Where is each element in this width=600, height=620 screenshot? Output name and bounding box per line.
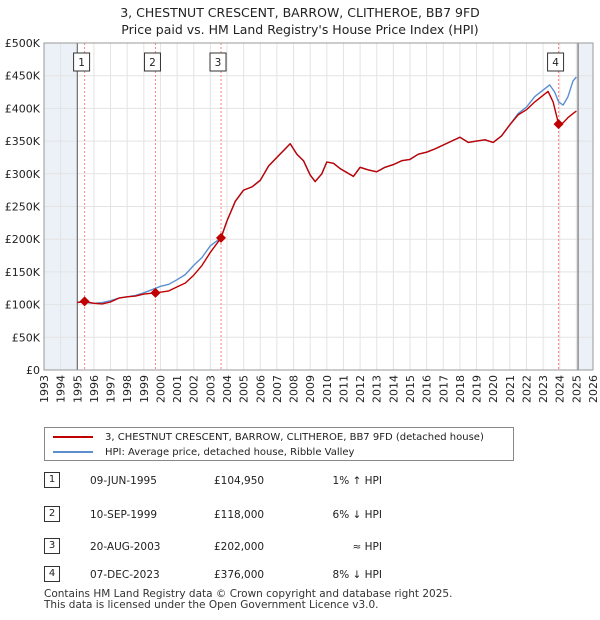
transaction-price: £376,000	[214, 569, 265, 581]
x-tick-label: 1996	[88, 375, 101, 403]
x-tick-label: 1999	[138, 375, 151, 403]
sale-marker-4	[553, 119, 564, 130]
price-chart: £0 £50K £100K £150K £200K £250K £300K £350K £400…	[5, 37, 600, 403]
transaction-date: 07-DEC-2023	[90, 569, 160, 581]
transaction-price: £104,950	[214, 475, 265, 487]
x-tick-label: 1994	[55, 375, 68, 403]
event-box-label-2: 2	[149, 57, 156, 69]
table-row: 3 20-AUG-2003 £202,000 ≈ HPI	[44, 538, 564, 558]
event-box-4	[547, 52, 565, 72]
transaction-number-badge: 3	[44, 538, 60, 554]
y-tick-label: £350K	[5, 135, 41, 148]
transaction-date: 20-AUG-2003	[90, 541, 161, 553]
x-tick-label: 2021	[504, 375, 517, 403]
footer-licence: This data is licensed under the Open Gov…	[44, 599, 379, 611]
y-tick-label: £400K	[5, 102, 41, 115]
legend-item-hpi: HPI: Average price, detached house, Ribb…	[53, 445, 354, 459]
x-tick-label: 2018	[454, 375, 467, 403]
legend-swatch-property	[53, 436, 93, 438]
event-box-1	[73, 52, 91, 72]
x-tick-label: 1993	[38, 375, 51, 403]
y-tick-label: £0	[26, 364, 40, 377]
footer-copyright: Contains HM Land Registry data © Crown c…	[44, 588, 453, 600]
x-tick-label: 2000	[154, 375, 167, 403]
y-tick-label: £500K	[5, 37, 41, 50]
chart-title: 3, CHESTNUT CRESCENT, BARROW, CLITHEROE,…	[0, 4, 600, 38]
legend: 3, CHESTNUT CRESCENT, BARROW, CLITHEROE,…	[44, 427, 514, 461]
x-tick-label: 2014	[387, 375, 400, 403]
event-box-3	[209, 52, 227, 72]
x-tick-label: 2026	[587, 375, 600, 403]
table-row: 4 07-DEC-2023 £376,000 8% ↓ HPI	[44, 566, 564, 586]
chart-title-line1: 3, CHESTNUT CRESCENT, BARROW, CLITHEROE,…	[120, 5, 480, 20]
event-box-label-1: 1	[78, 57, 85, 69]
price-paid-line	[77, 90, 577, 305]
y-tick-label: £250K	[5, 201, 41, 214]
transaction-number-badge: 4	[44, 566, 60, 582]
x-tick-label: 2024	[554, 375, 567, 403]
x-tick-label: 2009	[304, 375, 317, 403]
y-tick-label: £200K	[5, 233, 41, 246]
transaction-date: 10-SEP-1999	[90, 509, 158, 521]
transaction-hpi: 1% ↑ HPI	[332, 475, 382, 487]
chart-title-line2: Price paid vs. HM Land Registry's House …	[121, 22, 479, 37]
x-tick-label: 2022	[520, 375, 533, 403]
x-tick-label: 2005	[238, 375, 251, 403]
x-tick-label: 2012	[354, 375, 367, 403]
transaction-number-badge: 2	[44, 506, 60, 522]
transaction-hpi: 8% ↓ HPI	[332, 569, 382, 581]
x-tick-label: 2008	[288, 375, 301, 403]
y-tick-label: £300K	[5, 168, 41, 181]
table-row: 1 09-JUN-1995 £104,950 1% ↑ HPI	[44, 472, 564, 492]
x-tick-label: 2001	[171, 375, 184, 403]
y-tick-label: £150K	[5, 266, 41, 279]
sale-marker-2	[150, 287, 161, 298]
sale-marker-3	[216, 232, 227, 243]
x-tick-label: 2025	[570, 375, 583, 403]
x-tick-label: 2017	[437, 375, 450, 403]
y-tick-label: £450K	[5, 70, 41, 83]
x-tick-label: 2011	[337, 375, 350, 403]
x-tick-label: 2015	[404, 375, 417, 403]
table-row: 2 10-SEP-1999 £118,000 6% ↓ HPI	[44, 506, 564, 526]
legend-swatch-hpi	[53, 451, 93, 453]
x-tick-label: 2010	[321, 375, 334, 403]
sale-marker-1	[79, 296, 90, 307]
x-tick-label: 2023	[537, 375, 550, 403]
y-tick-label: £50K	[12, 331, 41, 344]
x-tick-label: 2003	[204, 375, 217, 403]
y-tick-label: £100K	[5, 299, 41, 312]
legend-item-property: 3, CHESTNUT CRESCENT, BARROW, CLITHEROE,…	[53, 430, 484, 444]
x-tick-label: 2002	[188, 375, 201, 403]
transaction-price: £202,000	[214, 541, 265, 553]
x-tick-label: 2020	[487, 375, 500, 403]
footer: Contains HM Land Registry data © Crown c…	[44, 589, 452, 611]
x-tick-label: 1995	[71, 375, 84, 403]
transaction-price: £118,000	[214, 509, 265, 521]
transaction-hpi: 6% ↓ HPI	[332, 509, 382, 521]
event-box-label-3: 3	[215, 57, 222, 69]
x-tick-label: 2016	[421, 375, 434, 403]
plot-frame	[43, 42, 594, 371]
x-tick-label: 2013	[371, 375, 384, 403]
event-box-label-4: 4	[552, 57, 559, 69]
x-tick-label: 2006	[254, 375, 267, 403]
x-tick-label: 1998	[121, 375, 134, 403]
transaction-date: 09-JUN-1995	[90, 475, 157, 487]
transaction-number-badge: 1	[44, 472, 60, 488]
x-tick-label: 1997	[105, 375, 118, 403]
transaction-hpi: ≈ HPI	[352, 541, 382, 553]
event-box-2	[143, 52, 161, 72]
x-tick-label: 2007	[271, 375, 284, 403]
x-tick-label: 2019	[471, 375, 484, 403]
x-tick-label: 2004	[221, 375, 234, 403]
legend-label-property: 3, CHESTNUT CRESCENT, BARROW, CLITHEROE,…	[105, 431, 484, 443]
legend-label-hpi: HPI: Average price, detached house, Ribb…	[105, 446, 355, 458]
